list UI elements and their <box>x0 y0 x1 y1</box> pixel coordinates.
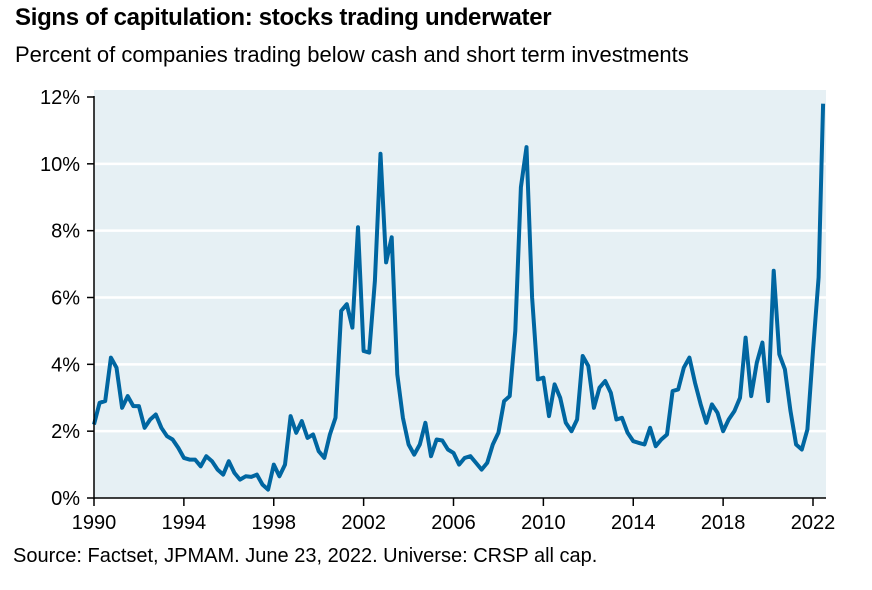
plot-area <box>94 90 826 498</box>
y-tick-label: 6% <box>51 288 80 310</box>
x-tick-label: 1998 <box>252 512 297 534</box>
x-tick-label: 1994 <box>162 512 207 534</box>
y-tick-label: 2% <box>51 421 80 443</box>
chart-subtitle: Percent of companies trading below cash … <box>15 42 689 67</box>
y-tick-label: 0% <box>51 488 80 510</box>
x-tick-label: 2002 <box>341 512 386 534</box>
series-layer <box>92 103 826 492</box>
y-axis-labels: 0% 2% 4% 6% 8% 10% 12% <box>40 87 80 510</box>
series-line <box>92 103 826 492</box>
x-tick-label: 1990 <box>72 512 117 534</box>
x-tick-label: 2018 <box>701 512 746 534</box>
chart-title: Signs of capitulation: stocks trading un… <box>15 4 552 31</box>
x-tick-label: 2010 <box>521 512 566 534</box>
x-tick-label: 2014 <box>611 512 656 534</box>
x-tick-label: 2022 <box>791 512 836 534</box>
y-tick-label: 4% <box>51 354 80 376</box>
x-axis-labels: 1990 1994 1998 2002 2006 2010 2014 2018 2022 <box>72 512 836 534</box>
y-tick-label: 10% <box>40 154 80 176</box>
y-tick-label: 8% <box>51 221 80 243</box>
gridlines <box>94 162 826 433</box>
axes <box>87 96 826 506</box>
source-note: Source: Factset, JPMAM. June 23, 2022. U… <box>13 545 598 567</box>
x-tick-label: 2006 <box>431 512 476 534</box>
y-tick-label: 12% <box>40 87 80 109</box>
